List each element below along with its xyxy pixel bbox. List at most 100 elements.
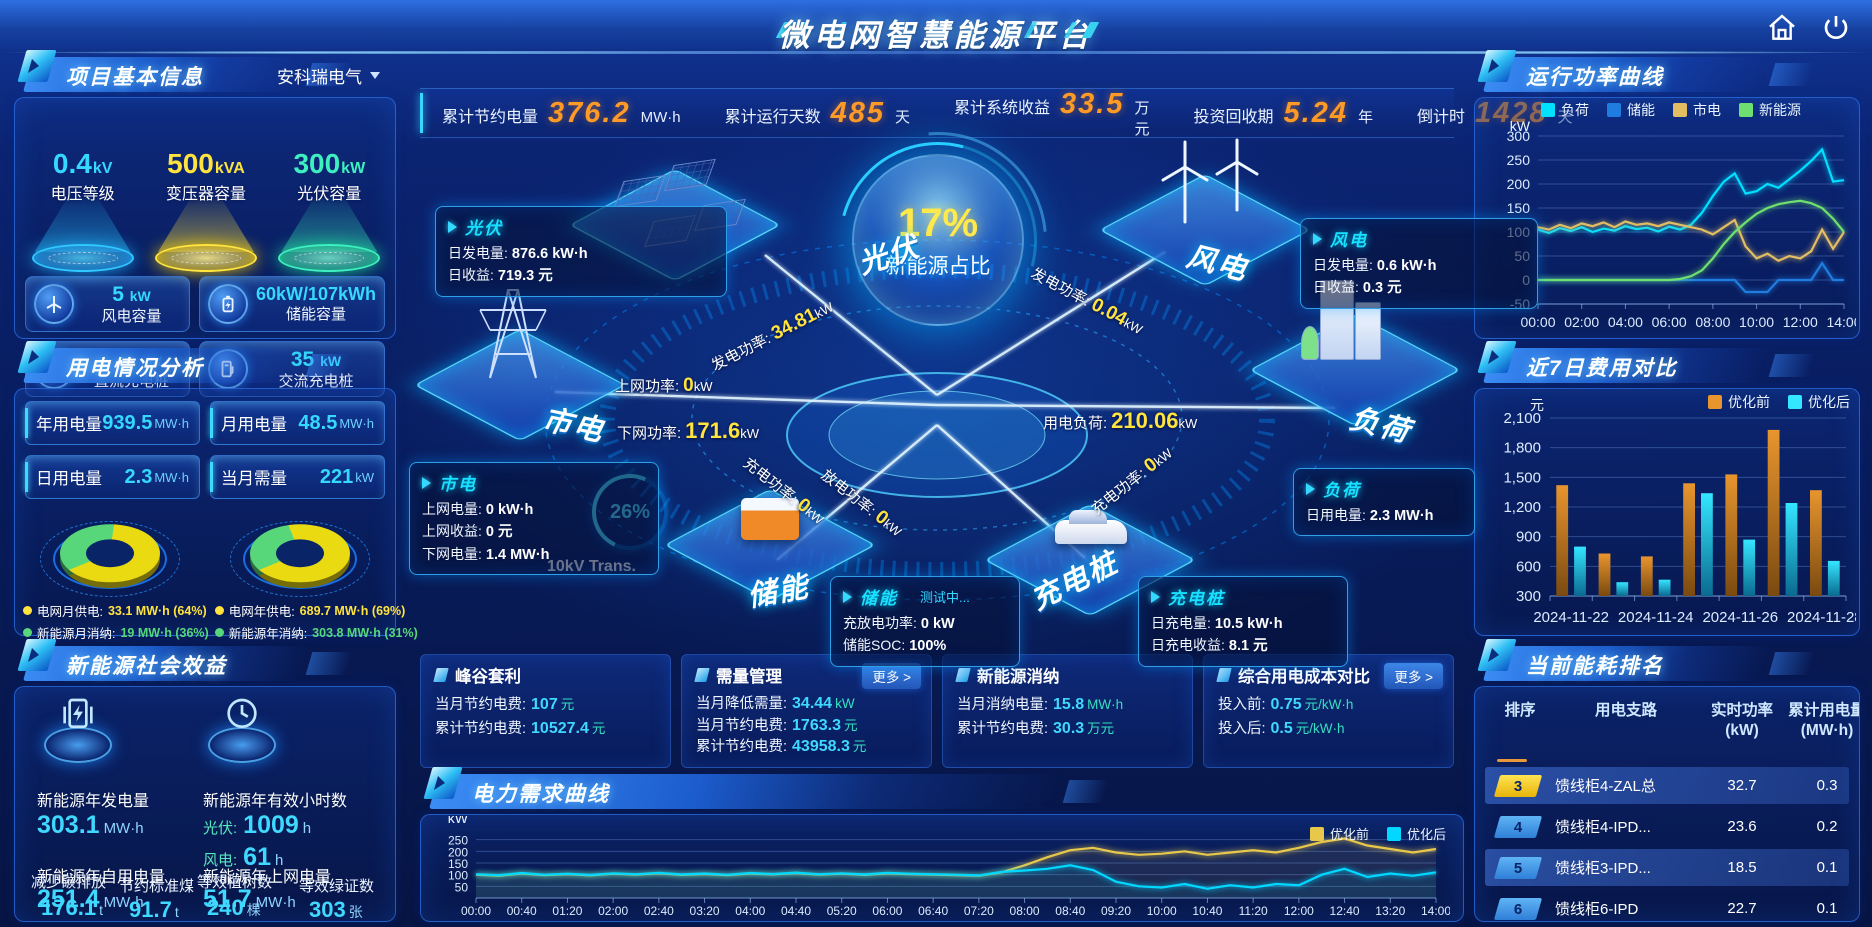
svg-text:13:20: 13:20 xyxy=(1375,904,1405,918)
card-flag-icon xyxy=(955,668,971,682)
rank-badge: 6 xyxy=(1493,897,1543,920)
svg-text:14:00: 14:00 xyxy=(1826,314,1856,330)
panel-energy-ranking: 当前能耗排名 排序 用电支路 实时功率 (kW) 累计用电量 (MW·h) 3 馈线… xyxy=(1474,639,1860,922)
cost-chart-legend: 优化前 优化后 xyxy=(1590,392,1850,412)
svg-text:250: 250 xyxy=(1507,152,1531,168)
legend-newenergy-month: 新能源月消纳: 19 MW·h (36%) xyxy=(23,623,209,642)
project-selector-dropdown[interactable]: 安科瑞电气 xyxy=(277,63,380,88)
power-icon[interactable] xyxy=(1820,12,1852,44)
scroll-indicator xyxy=(1497,759,1527,762)
newenergy-percent: 17% xyxy=(897,200,979,245)
table-row[interactable]: 5 馈线柜3-IPD... 18.5 0.1 xyxy=(1485,849,1849,886)
svg-text:04:00: 04:00 xyxy=(1608,314,1643,330)
card-newenergy-consumption: 新能源消纳 当月消纳电量: 15.8 MW·h 累计节约电费: 30.3 万元 xyxy=(942,654,1193,768)
panel-body: 排序 用电支路 实时功率 (kW) 累计用电量 (MW·h) 3 馈线柜4-ZAL总… xyxy=(1474,686,1860,922)
wind-turbine-icon xyxy=(34,284,74,324)
svg-text:1,500: 1,500 xyxy=(1503,469,1541,486)
panel-title: 运行功率曲线 xyxy=(1526,66,1664,89)
more-button[interactable]: 更多 > xyxy=(1384,663,1443,689)
self-use-value: 251.4 MW·h xyxy=(37,885,144,913)
svg-text:150: 150 xyxy=(1507,200,1531,216)
arrow-icon xyxy=(1306,482,1315,495)
cost-bar-chart: 2,100 1,800 1,500 1,200 900 600 300 2024-11-22 2… xyxy=(1486,390,1862,628)
svg-text:12:00: 12:00 xyxy=(1284,904,1314,918)
donut-chart-month xyxy=(35,507,185,603)
svg-text:12:00: 12:00 xyxy=(1783,314,1818,330)
svg-text:900: 900 xyxy=(1516,529,1541,546)
export-label: 新能源年上网电量 xyxy=(203,869,332,886)
svg-text:02:00: 02:00 xyxy=(598,904,628,918)
svg-text:02:00: 02:00 xyxy=(1564,314,1599,330)
legend-grid-month: 电网月供电: 33.1 MW·h (64%) xyxy=(23,601,209,620)
stat-day-usage: 日用电量 2.3 MW·h xyxy=(25,455,200,499)
more-button[interactable]: 更多 > xyxy=(862,663,921,689)
trees-label: 等效植树数 xyxy=(197,874,273,891)
panel-title: 新能源社会效益 xyxy=(66,655,227,678)
home-icon[interactable] xyxy=(1766,12,1798,44)
svg-text:600: 600 xyxy=(1516,558,1541,575)
svg-text:300: 300 xyxy=(1516,588,1541,605)
table-row[interactable]: 6 馈线柜6-IPD 22.7 0.1 xyxy=(1485,890,1849,921)
svg-text:2024-11-26: 2024-11-26 xyxy=(1702,609,1778,626)
newenergy-share-sphere: 17% 新能源占比 xyxy=(852,154,1024,326)
panel-body xyxy=(1474,97,1860,339)
flow-load-power: 用电负荷: 210.06kW xyxy=(1043,408,1198,433)
charger-info-box: 充电桩 日充电量: 10.5 kW·h 日充电收益: 8.1 元 xyxy=(1138,576,1348,667)
panel-title: 当前能耗排名 xyxy=(1526,655,1664,678)
hours-clock-icon xyxy=(205,693,279,767)
card-peak-valley: 峰谷套利 当月节约电费: 107 元 累计节约电费: 10527.4 元 xyxy=(420,654,671,768)
panel-body xyxy=(420,814,1464,922)
chevron-down-icon xyxy=(370,72,380,79)
arrow-icon xyxy=(1313,232,1322,245)
panel-title: 电力需求曲线 xyxy=(472,783,610,806)
certs-value: 303 张 xyxy=(309,897,363,922)
svg-text:08:00: 08:00 xyxy=(1010,904,1040,918)
load-info-box: 负荷 日用电量: 2.3 MW·h xyxy=(1293,468,1475,537)
stat-voltage-level: 0.4kV 电压等级 xyxy=(25,148,141,274)
svg-text:06:00: 06:00 xyxy=(1652,314,1687,330)
svg-text:00:00: 00:00 xyxy=(1520,314,1555,330)
svg-text:02:40: 02:40 xyxy=(644,904,674,918)
kpi-payback-period: 投资回收期 5.24 年 xyxy=(1193,96,1373,129)
panel-social-benefits: 新能源社会效益 新能源年发电量 303.1 MW·h 新能源年有效小时数 光伏: 1… xyxy=(14,639,396,922)
demand-chart-legend: 优化前 优化后 xyxy=(1180,824,1446,843)
stat-transformer-capacity: 500kVA 变压器容量 xyxy=(148,148,264,274)
svg-text:150: 150 xyxy=(448,857,468,871)
svg-text:50: 50 xyxy=(455,880,469,894)
svg-text:06:40: 06:40 xyxy=(918,904,948,918)
gen-value: 303.1 MW·h xyxy=(37,811,144,839)
co2-value: 176.1 t xyxy=(41,895,103,920)
panel-power-curve: 运行功率曲线 xyxy=(1474,50,1860,339)
glow-base xyxy=(154,244,257,272)
table-row[interactable]: 4 馈线柜4-IPD... 23.6 0.2 xyxy=(1485,808,1849,845)
panel-title: 近7日费用对比 xyxy=(1526,357,1678,380)
wind-info-box: 风电 日发电量: 0.6 kW·h 日收益: 0.3 元 xyxy=(1300,218,1538,309)
svg-text:01:20: 01:20 xyxy=(552,904,582,918)
flow-download-power: 下网功率: 171.6kW xyxy=(617,418,760,443)
panel-body: 年用电量 939.5 MW·h 月用电量 48.5 MW·h 日用电量 2.3 MW·h 当… xyxy=(14,388,418,641)
rank-badge: 4 xyxy=(1493,815,1543,838)
svg-text:2,100: 2,100 xyxy=(1503,410,1541,427)
rank-badge: 5 xyxy=(1493,856,1543,879)
svg-text:04:00: 04:00 xyxy=(735,904,765,918)
stat-storage-capacity: 60kW/107kWh 储能容量 xyxy=(198,276,385,332)
table-row[interactable]: 3 馈线柜4-ZAL总 32.7 0.3 xyxy=(1485,767,1849,804)
benefit-cards-row: 峰谷套利 当月节约电费: 107 元 累计节约电费: 10527.4 元 需量管理 更多… xyxy=(420,654,1454,768)
co2-label: 减少碳排放 xyxy=(31,874,107,891)
panel-body: 新能源年发电量 303.1 MW·h 新能源年有效小时数 光伏: 1009 h 风电:… xyxy=(14,686,396,922)
svg-text:14:00: 14:00 xyxy=(1421,904,1450,918)
hours-pv-value: 光伏: 1009 h xyxy=(203,811,312,839)
svg-text:1,200: 1,200 xyxy=(1503,499,1541,516)
svg-text:250: 250 xyxy=(448,834,468,848)
svg-text:12:40: 12:40 xyxy=(1330,904,1360,918)
svg-text:08:00: 08:00 xyxy=(1695,314,1730,330)
arrow-icon xyxy=(843,590,852,603)
panel-body: 0.4kV 电压等级 500kVA 变压器容量 300kW 光伏容量 5 kW 风电容量… xyxy=(14,97,396,397)
stat-month-demand: 当月需量 221 kW xyxy=(210,455,385,499)
card-cost-comparison: 综合用电成本对比 更多 > 投入前: 0.75 元/kW·h 投入后: 0.5 元/kW… xyxy=(1203,654,1454,768)
power-chart-legend: 负荷 储能 市电 新能源 xyxy=(1486,100,1856,120)
power-curve-chart: 300250200150100500-5000:0002:0004:0006:0… xyxy=(1486,118,1862,330)
glow-base xyxy=(278,244,381,272)
self-use-label: 新能源年自用电量 xyxy=(37,869,166,886)
